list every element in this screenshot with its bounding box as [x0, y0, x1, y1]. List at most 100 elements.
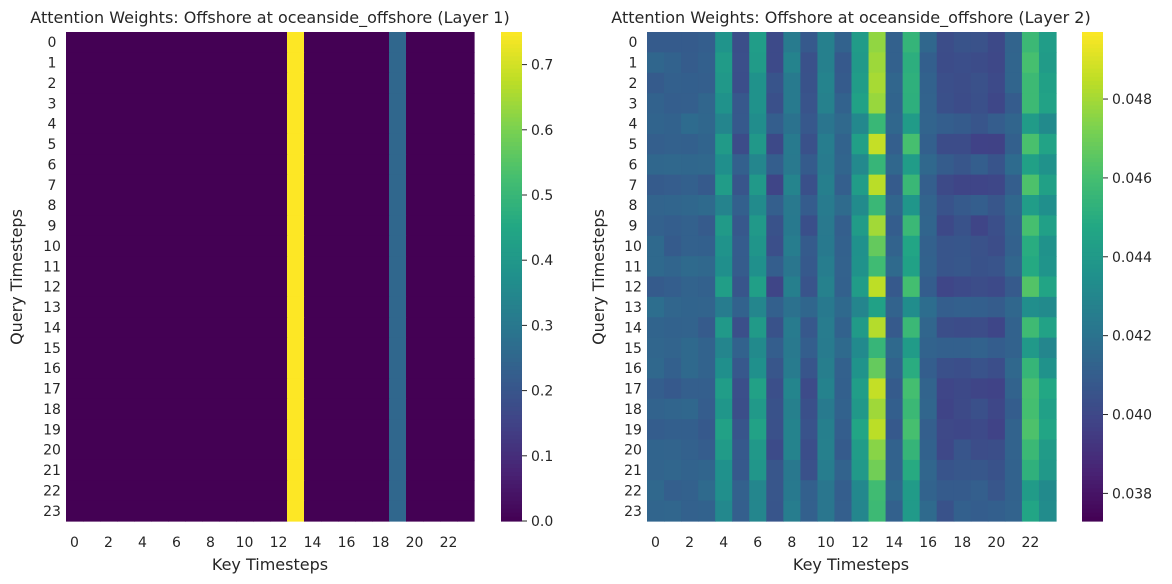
colorbar-segment — [501, 207, 522, 212]
colorbar-segment — [501, 211, 522, 216]
heatmap-cell — [355, 296, 373, 318]
colorbar-segment — [501, 195, 522, 200]
colorbar-segment — [501, 292, 522, 298]
y-tick-label: 6 — [48, 157, 57, 173]
heatmap-cell — [766, 398, 784, 420]
heatmap-cell — [851, 32, 870, 53]
heatmap-cell — [664, 154, 682, 176]
heatmap-cell — [834, 276, 853, 298]
colorbar-segment — [1082, 370, 1103, 375]
colorbar — [501, 32, 522, 522]
heatmap-cell — [987, 480, 1006, 502]
heatmap-cell — [134, 317, 152, 339]
heatmap-cell — [151, 337, 169, 359]
colorbar-segment — [501, 410, 522, 416]
heatmap-cell — [698, 174, 716, 196]
heatmap-cell — [919, 317, 938, 339]
x-tick-labels: 0 2 4 6 8 10 12 14 16 18 20 22 — [70, 535, 457, 551]
heatmap-cell — [406, 52, 424, 74]
x-tick-label: 8 — [206, 535, 215, 551]
heatmap-cell — [970, 419, 989, 441]
heatmap-cell — [885, 398, 904, 420]
heatmap-cell — [953, 398, 972, 420]
heatmap-cell — [117, 235, 135, 257]
y-tick-label: 6 — [629, 157, 638, 173]
heatmap-cell — [851, 195, 870, 216]
heatmap-cell — [664, 256, 682, 278]
heatmap-cell — [168, 215, 186, 237]
heatmap-cell — [936, 276, 955, 298]
heatmap-cell — [457, 93, 475, 115]
heatmap-cell — [851, 459, 870, 481]
y-axis-label: Query Timesteps — [589, 209, 608, 345]
colorbar-segment — [1082, 305, 1103, 310]
heatmap-cell — [151, 93, 169, 115]
heatmap-cell — [406, 235, 424, 257]
heatmap-cell — [338, 500, 356, 522]
heatmap-cell — [783, 296, 801, 318]
heatmap-cell — [970, 52, 989, 74]
colorbar-segment — [501, 32, 522, 37]
heatmap-cell — [800, 276, 819, 298]
heatmap-cell — [783, 235, 801, 257]
heatmap-cell — [1004, 72, 1023, 94]
heatmap-cell — [236, 215, 254, 237]
heatmap-cell — [647, 500, 665, 522]
heatmap-cell — [355, 276, 373, 298]
heatmap-cell — [151, 235, 169, 257]
heatmap-cell — [902, 480, 921, 502]
heatmap-cell — [936, 358, 955, 379]
colorbar-segment — [1082, 150, 1103, 155]
colorbar-segment — [501, 186, 522, 192]
heatmap-cell — [440, 93, 458, 115]
colorbar-segment — [501, 288, 522, 294]
heatmap-cell — [817, 500, 836, 522]
heatmap-cell — [134, 358, 152, 379]
heatmap-cell — [647, 296, 665, 318]
colorbar-segment — [501, 117, 522, 123]
heatmap-cell — [732, 419, 750, 441]
heatmap-cell — [406, 113, 424, 135]
heatmap-cell — [681, 398, 699, 420]
colorbar-segment — [501, 504, 522, 510]
colorbar-segment — [1082, 504, 1103, 510]
heatmap-cell — [338, 52, 356, 74]
colorbar-segment — [1082, 68, 1103, 74]
heatmap-cell — [304, 500, 322, 522]
heatmap-cell — [817, 93, 836, 115]
x-tick-label: 20 — [987, 535, 1005, 551]
heatmap-cell — [270, 72, 288, 94]
heatmap-cell — [1021, 256, 1040, 278]
heatmap-cell — [800, 174, 819, 196]
heatmap-cell — [800, 337, 819, 359]
heatmap-cell — [168, 439, 186, 461]
heatmap-cell — [338, 256, 356, 278]
heatmap-cell — [885, 195, 904, 216]
heatmap-cell — [287, 215, 305, 237]
heatmap-cell — [783, 133, 801, 155]
heatmap-cell — [236, 235, 254, 257]
heatmap-cell — [389, 358, 407, 379]
heatmap-cell — [355, 113, 373, 135]
colorbar-segment — [501, 44, 522, 49]
heatmap-cell — [134, 133, 152, 155]
heatmap-cell — [681, 358, 699, 379]
heatmap-cell — [338, 93, 356, 115]
colorbar-segment — [501, 97, 522, 102]
colorbar-segment — [1082, 329, 1103, 335]
heatmap-cell — [355, 215, 373, 237]
colorbar-segment — [501, 76, 522, 82]
heatmap-cell — [1004, 256, 1023, 278]
heatmap-cell — [1021, 358, 1040, 379]
heatmap-cell — [423, 113, 441, 135]
heatmap-cell — [389, 154, 407, 176]
heatmap-cell — [100, 378, 118, 400]
heatmap-cell — [1038, 358, 1057, 379]
heatmap-cell — [270, 154, 288, 176]
heatmap-cell — [168, 195, 186, 216]
heatmap-cell — [834, 480, 853, 502]
heatmap-cell — [185, 93, 203, 115]
colorbar-segment — [1082, 508, 1103, 514]
heatmap-cell — [270, 113, 288, 135]
